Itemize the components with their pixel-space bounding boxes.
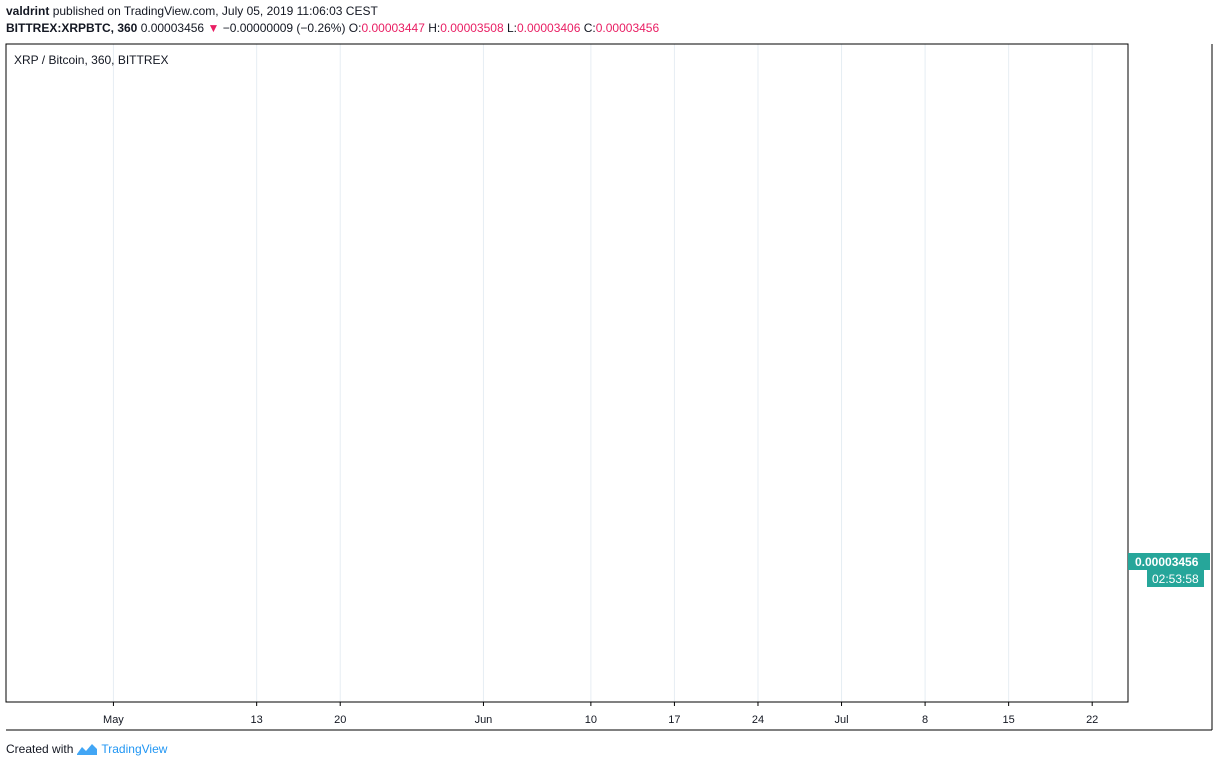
countdown-badge xyxy=(1147,570,1204,587)
current-price-badge xyxy=(1128,553,1210,570)
created-with-text: Created with xyxy=(6,742,74,756)
time-tick-label: 24 xyxy=(752,714,764,726)
published-text: published on TradingView.com, July 05, 2… xyxy=(52,4,378,18)
symbol-label: BITTREX:XRPBTC, 360 xyxy=(6,21,138,35)
close-label: C: xyxy=(583,21,596,35)
grid xyxy=(112,44,1093,702)
tradingview-logo-icon[interactable] xyxy=(77,743,98,755)
time-tick-label: 13 xyxy=(251,714,263,726)
open-value: 0.00003447 xyxy=(361,21,425,35)
time-tick-label: 15 xyxy=(1003,714,1015,726)
chart-title: XRP / Bitcoin, 360, BITTREX xyxy=(14,53,169,67)
publish-info: valdrint published on TradingView.com, J… xyxy=(6,4,378,18)
current-price-label: 0.00003456 02:53:58 xyxy=(1128,553,1210,587)
time-tick-label: 20 xyxy=(334,714,346,726)
time-tick-label: Jul xyxy=(835,714,849,726)
time-tick-label: Jun xyxy=(475,714,493,726)
publisher-name[interactable]: valdrint xyxy=(6,4,50,18)
countdown-text: 02:53:58 xyxy=(1152,572,1199,586)
symbol-info: BITTREX:XRPBTC, 360 0.00003456 ▼ −0.0000… xyxy=(6,21,659,35)
tradingview-brand[interactable]: TradingView xyxy=(101,742,168,756)
last-price: 0.00003456 xyxy=(140,21,205,35)
plot-frame xyxy=(5,43,1129,703)
price-change: −0.00000009 (−0.26%) xyxy=(222,21,346,35)
low-label: L: xyxy=(506,21,517,35)
time-axis[interactable]: May 13 20 Jun 10 17 24 Jul 8 15 22 xyxy=(103,702,1098,726)
time-tick-label: 10 xyxy=(585,714,597,726)
footer: Created with TradingView xyxy=(6,742,167,756)
close-value: 0.00003456 xyxy=(595,21,660,35)
low-value: 0.00003406 xyxy=(516,21,581,35)
time-tick-label: 17 xyxy=(668,714,680,726)
current-price-text: 0.00003456 xyxy=(1135,555,1199,569)
high-label: H: xyxy=(428,21,441,35)
high-value: 0.00003508 xyxy=(440,21,504,35)
open-label: O: xyxy=(348,21,362,35)
time-tick-label: May xyxy=(103,714,124,726)
time-tick-label: 8 xyxy=(922,714,928,726)
down-arrow-icon: ▼ xyxy=(207,21,220,35)
time-tick-label: 22 xyxy=(1086,714,1098,726)
